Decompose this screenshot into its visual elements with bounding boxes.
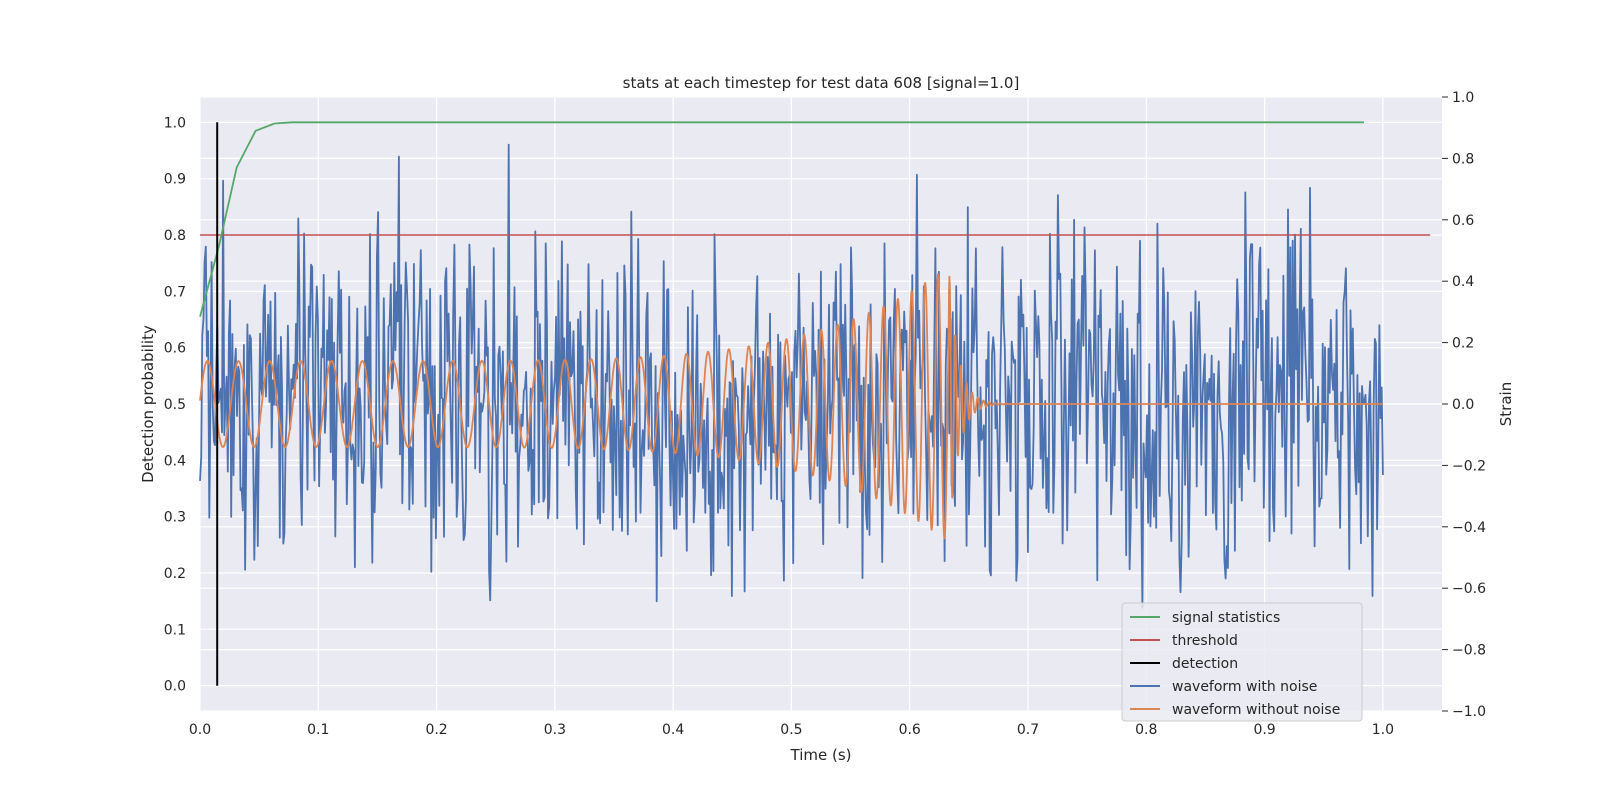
left-y-tick-label: 0.2: [164, 566, 186, 582]
legend: signal statistics threshold detection wa…: [1121, 602, 1363, 722]
right-y-tick-label: −1.0: [1452, 704, 1486, 720]
left-y-tick-label: 0.5: [164, 397, 186, 413]
x-tick-label: 0.9: [1253, 722, 1275, 738]
x-tick-label: 0.6: [899, 722, 921, 738]
right-axis-ticks: −1.0 −0.8 −0.6 −0.4 −0.2 0.0 0.2 0.4 0.6 0.8 1.0: [1442, 90, 1486, 720]
left-y-tick-label: 0.9: [164, 172, 186, 188]
legend-label-detection: detection: [1172, 656, 1238, 672]
left-axis-title: Detection probability: [139, 325, 157, 483]
chart-title: stats at each timestep for test data 608…: [623, 74, 1020, 92]
left-axis-ticks: 0.0 0.1 0.2 0.3 0.4 0.5 0.6 0.7 0.8 0.9 1.0: [164, 115, 186, 694]
right-y-tick-label: 0.6: [1452, 213, 1474, 229]
legend-label-threshold: threshold: [1172, 633, 1238, 649]
right-y-tick-label: −0.8: [1452, 643, 1486, 659]
x-tick-label: 0.0: [189, 722, 211, 738]
right-y-tick-label: 0.2: [1452, 336, 1474, 352]
left-y-tick-label: 0.4: [164, 453, 186, 469]
left-y-tick-label: 0.6: [164, 341, 186, 357]
x-tick-label: 0.1: [307, 722, 329, 738]
series-waveform-without-noise: [199, 273, 1384, 540]
left-y-tick-label: 0.1: [164, 622, 186, 638]
x-tick-label: 0.3: [544, 722, 566, 738]
legend-label-signal-statistics: signal statistics: [1172, 610, 1280, 626]
left-y-tick-label: 1.0: [164, 115, 186, 131]
right-y-tick-label: 0.0: [1452, 397, 1474, 413]
right-y-tick-label: 0.4: [1452, 274, 1474, 290]
legend-label-waveform-with-noise: waveform with noise: [1172, 679, 1317, 695]
x-tick-label: 1.0: [1372, 722, 1394, 738]
right-y-tick-label: 1.0: [1452, 90, 1474, 106]
right-y-tick-label: −0.4: [1452, 520, 1486, 536]
plot-series: [199, 121, 1431, 686]
left-y-tick-label: 0.8: [164, 228, 186, 244]
right-y-tick-label: 0.8: [1452, 151, 1474, 167]
series-signal-statistics: [199, 121, 1364, 317]
right-y-tick-label: −0.6: [1452, 581, 1486, 597]
x-tick-label: 0.4: [662, 722, 684, 738]
legend-label-waveform-without-noise: waveform without noise: [1172, 702, 1340, 718]
x-tick-label: 0.2: [425, 722, 447, 738]
x-tick-label: 0.5: [780, 722, 802, 738]
legend-box: [1121, 602, 1363, 722]
x-tick-label: 0.7: [1017, 722, 1039, 738]
x-tick-label: 0.8: [1135, 722, 1157, 738]
left-y-tick-label: 0.7: [164, 284, 186, 300]
left-y-tick-label: 0.0: [164, 679, 186, 695]
right-axis-title: Strain: [1497, 382, 1515, 426]
left-y-tick-label: 0.3: [164, 510, 186, 526]
x-axis-title: Time (s): [790, 746, 852, 764]
right-y-tick-label: −0.2: [1452, 458, 1486, 474]
x-axis-ticks: 0.0 0.1 0.2 0.3 0.4 0.5 0.6 0.7 0.8 0.9 1.0: [189, 722, 1394, 738]
